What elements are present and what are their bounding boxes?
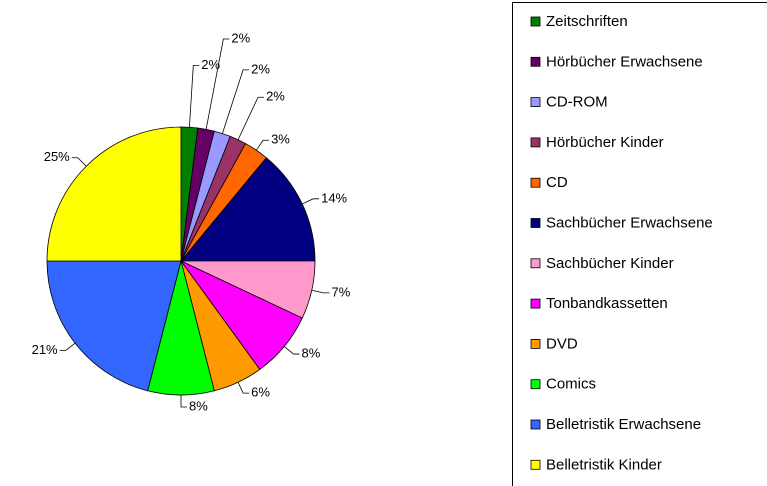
legend-swatch [530,338,541,349]
data-label: 21% [32,342,58,357]
leader-line [237,382,250,394]
data-label: 14% [321,190,347,205]
data-label: 8% [189,398,208,413]
legend-label: Comics [546,376,596,393]
leader-line [59,342,76,351]
legend-label: Sachbücher Kinder [546,255,674,272]
data-label: 3% [271,132,290,147]
legend-swatch [530,218,541,228]
legend-swatch [530,97,541,107]
legend-swatch [530,56,541,67]
leader-line [311,289,330,294]
legend-label: CD [546,174,568,191]
legend-swatch [530,419,541,430]
legend-swatch [530,298,541,309]
legend-label: Belletristik Erwachsene [546,416,701,433]
leader-line [189,64,200,128]
legend-swatch [530,379,541,390]
legend-label: CD-ROM [546,94,608,111]
data-label: 2% [251,61,270,76]
data-label: 6% [251,385,270,400]
legend-swatch [530,16,541,27]
legend-box [512,2,767,486]
data-label: 25% [44,149,70,164]
legend-label: Sachbücher Erwachsene [546,214,713,231]
legend-swatch [530,258,541,269]
leader-line [71,157,87,167]
pie-slice [46,260,182,392]
data-label: 8% [301,346,320,361]
legend-label: Hörbücher Erwachsene [546,53,703,70]
leader-line [283,346,300,355]
legend-label: Hörbücher Kinder [546,134,664,151]
pie-slice [46,126,182,262]
data-label: 2% [201,57,220,72]
legend-swatch [530,137,541,148]
leader-line [180,395,187,408]
leader-line [222,69,250,134]
legend-label: Zeitschriften [546,13,628,30]
leader-line [237,96,265,140]
data-label: 2% [266,89,285,104]
legend-swatch [530,177,541,188]
pie-slice [180,157,316,262]
leader-line [302,198,320,205]
legend-label: Belletristik Kinder [546,456,662,473]
legend-label: DVD [546,335,578,352]
leader-line [205,38,230,130]
data-label: 7% [331,284,350,299]
legend-swatch [530,459,541,470]
leader-line [255,139,270,151]
legend-label: Tonbandkassetten [546,295,668,312]
data-label: 2% [231,30,250,45]
